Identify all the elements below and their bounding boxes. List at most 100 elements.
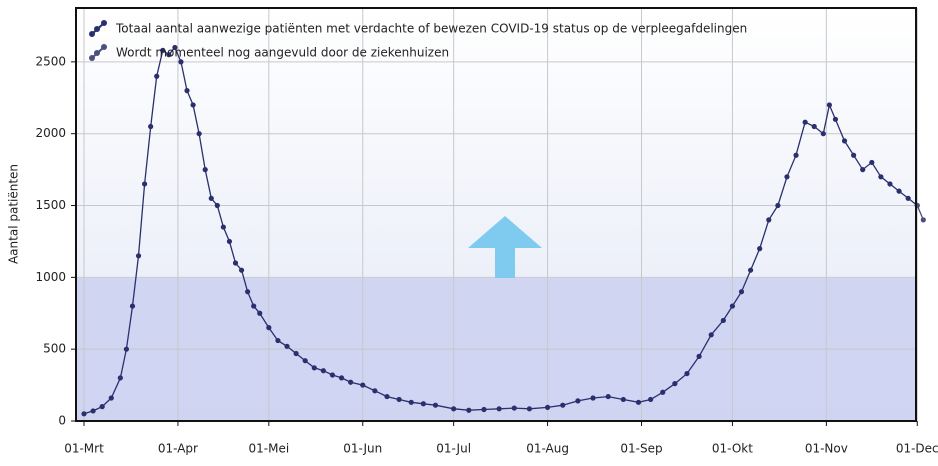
x-tick-label: 01-Jul: [436, 442, 471, 456]
data-point: [266, 325, 272, 331]
data-point: [184, 88, 190, 94]
data-point: [820, 131, 826, 137]
legend-dot: [101, 44, 107, 50]
data-point: [511, 405, 517, 411]
data-point: [920, 217, 926, 223]
data-point: [738, 289, 745, 295]
plot-frame: [75, 7, 917, 422]
x-tick-label: 01-Apr: [158, 442, 198, 456]
legend-dot: [94, 26, 100, 32]
data-point: [560, 402, 566, 408]
data-point: [905, 195, 911, 201]
legend-dot: [89, 31, 95, 37]
legend-dot: [89, 55, 95, 61]
data-point: [360, 382, 366, 388]
data-point: [226, 238, 233, 245]
data-point: [148, 123, 154, 130]
data-point: [214, 202, 220, 209]
data-point: [526, 406, 533, 412]
data-point: [887, 181, 893, 187]
data-point: [481, 406, 487, 413]
data-point: [720, 317, 726, 324]
data-point: [590, 395, 596, 401]
data-point: [648, 396, 654, 403]
data-point: [348, 379, 354, 385]
data-point: [396, 396, 402, 403]
data-point: [784, 174, 790, 180]
data-point: [860, 167, 866, 173]
data-point: [766, 217, 772, 223]
data-point: [172, 44, 178, 51]
data-point: [793, 152, 799, 158]
data-point: [302, 358, 308, 364]
y-tick-label: 500: [43, 342, 66, 356]
x-tick-label: 01-Jun: [343, 442, 382, 456]
data-point: [841, 138, 848, 144]
data-point: [129, 303, 136, 309]
legend-label: Wordt momenteel nog aangevuld door de zi…: [116, 46, 449, 60]
data-point: [408, 399, 414, 405]
legend-icon: [89, 20, 107, 37]
data-point: [802, 119, 808, 125]
data-point: [696, 353, 702, 359]
data-point: [451, 406, 457, 412]
x-tick-label: 01-Sep: [620, 442, 662, 456]
data-point: [238, 267, 245, 273]
data-point: [196, 131, 202, 137]
y-tick-label: 0: [58, 414, 66, 428]
data-point: [117, 375, 123, 381]
data-point: [329, 372, 336, 378]
data-point: [275, 337, 281, 344]
x-tick-label: 01-Nov: [805, 442, 848, 456]
data-point: [135, 253, 142, 259]
data-point: [620, 396, 626, 403]
arrow-icon: [468, 216, 542, 278]
data-point: [232, 260, 239, 266]
data-point: [575, 398, 581, 404]
data-point: [811, 123, 817, 130]
data-point: [757, 246, 763, 252]
data-point: [245, 289, 251, 295]
data-point: [878, 174, 884, 180]
data-point: [293, 350, 299, 357]
data-point: [90, 408, 96, 414]
data-point: [99, 404, 105, 410]
data-point: [496, 406, 502, 412]
x-tick-label: 01-Mrt: [64, 442, 104, 456]
data-point: [432, 402, 439, 408]
data-point: [154, 73, 160, 79]
data-point: [466, 407, 472, 413]
y-tick-label: 1500: [35, 198, 66, 212]
legend-icon: [89, 44, 107, 61]
x-tick-label: 01-Dec: [896, 442, 938, 456]
legend-dot: [101, 20, 107, 26]
y-tick-label: 2500: [35, 54, 66, 68]
data-point: [320, 368, 326, 374]
data-point: [108, 395, 114, 401]
data-point: [166, 52, 172, 58]
data-point: [544, 404, 551, 410]
data-point: [284, 343, 290, 349]
data-point: [775, 202, 781, 209]
data-point: [869, 159, 875, 166]
data-point: [660, 389, 666, 395]
data-point: [81, 411, 87, 417]
legend-label: Totaal aantal aanwezige patiënten met ve…: [115, 22, 747, 36]
data-point: [251, 303, 257, 309]
y-axis-label: Aantal patiënten: [7, 164, 21, 264]
data-point: [672, 381, 678, 387]
data-point: [338, 375, 345, 381]
data-point: [729, 303, 736, 309]
x-tick-label: 01-Aug: [526, 442, 569, 456]
data-point: [851, 152, 857, 158]
data-point: [684, 370, 690, 377]
data-point: [384, 393, 390, 400]
data-point: [123, 346, 130, 352]
data-point: [202, 167, 208, 173]
data-point: [832, 116, 839, 122]
data-point: [708, 332, 714, 338]
data-point: [826, 102, 832, 108]
data-point: [896, 188, 902, 194]
legend-dot: [94, 50, 100, 56]
